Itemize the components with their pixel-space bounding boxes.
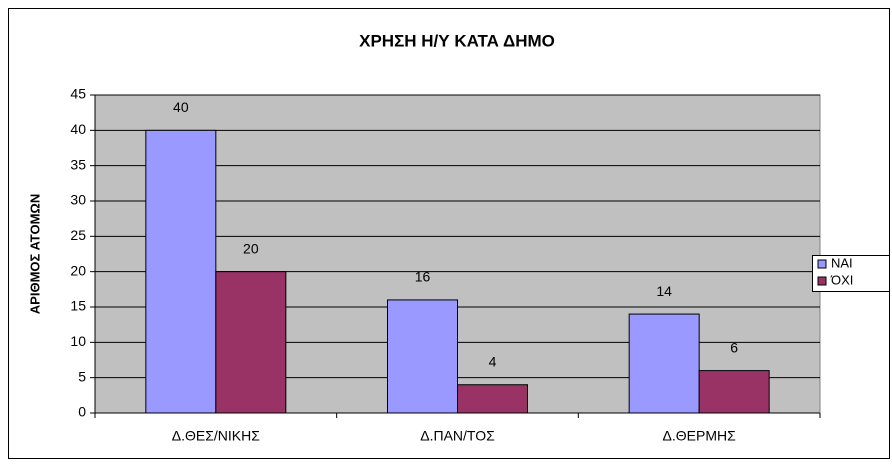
legend-swatch — [817, 276, 827, 286]
bar — [457, 384, 528, 414]
chart-title: ΧΡΗΣΗ Η/Υ ΚΑΤΑ ΔΗΜΟ — [359, 31, 555, 50]
y-tick-label: 0 — [78, 404, 86, 420]
x-tick-label: Δ.ΠΑΝ/ΤΟΣ — [420, 428, 495, 444]
legend-swatch — [817, 259, 827, 269]
y-tick-label: 15 — [70, 298, 86, 314]
y-tick-label: 35 — [70, 156, 86, 172]
y-axis-label: ΑΡΙΘΜΟΣ ΑΤΟΜΩΝ — [27, 194, 42, 314]
bar — [698, 370, 770, 414]
y-tick-label: 10 — [70, 333, 86, 349]
value-label: 14 — [656, 283, 672, 299]
bar — [145, 129, 217, 414]
value-label: 16 — [415, 269, 431, 285]
x-tick-label: Δ.ΘΕΣ/ΝΙΚΗΣ — [172, 428, 260, 444]
y-tick-label: 20 — [70, 262, 86, 278]
bar — [215, 271, 287, 414]
value-label: 40 — [173, 99, 189, 115]
bar — [387, 299, 458, 414]
y-tick-label: 30 — [70, 192, 86, 208]
value-label: 4 — [489, 353, 497, 369]
value-label: 20 — [243, 240, 259, 256]
x-tick-label: Δ.ΘΕΡΜΗΣ — [663, 428, 737, 444]
y-tick-label: 45 — [70, 86, 86, 102]
legend-label: ΌΧΙ — [830, 272, 853, 287]
y-tick-label: 25 — [70, 227, 86, 243]
y-tick-label: 40 — [70, 121, 86, 137]
y-tick-label: 5 — [78, 368, 86, 384]
legend-label: ΝΑΙ — [831, 255, 853, 270]
bar — [628, 313, 700, 414]
value-label: 6 — [730, 339, 738, 355]
